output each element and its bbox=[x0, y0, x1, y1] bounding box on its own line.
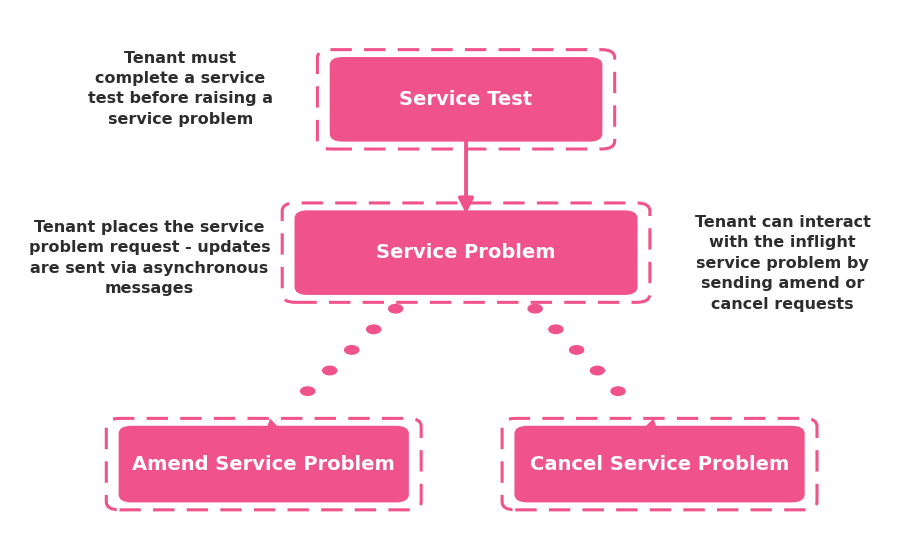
FancyBboxPatch shape bbox=[295, 211, 638, 295]
Text: Service Problem: Service Problem bbox=[377, 243, 556, 262]
Text: Service Test: Service Test bbox=[399, 90, 532, 109]
Circle shape bbox=[323, 366, 337, 375]
Circle shape bbox=[611, 387, 625, 395]
Text: Tenant can interact
with the inflight
service problem by
sending amend or
cancel: Tenant can interact with the inflight se… bbox=[694, 215, 871, 311]
Circle shape bbox=[591, 366, 604, 375]
Text: Tenant places the service
problem request - updates
are sent via asynchronous
me: Tenant places the service problem reques… bbox=[28, 220, 270, 296]
Text: Tenant must
complete a service
test before raising a
service problem: Tenant must complete a service test befo… bbox=[87, 50, 273, 127]
Circle shape bbox=[367, 325, 380, 333]
FancyBboxPatch shape bbox=[329, 57, 602, 142]
FancyBboxPatch shape bbox=[514, 426, 804, 503]
Circle shape bbox=[410, 284, 425, 292]
Text: Amend Service Problem: Amend Service Problem bbox=[132, 455, 395, 474]
Circle shape bbox=[508, 284, 521, 292]
Circle shape bbox=[300, 387, 315, 395]
Circle shape bbox=[345, 346, 359, 354]
Text: Cancel Service Problem: Cancel Service Problem bbox=[530, 455, 789, 474]
FancyBboxPatch shape bbox=[118, 426, 409, 503]
Circle shape bbox=[528, 304, 542, 313]
Circle shape bbox=[389, 304, 403, 313]
Circle shape bbox=[570, 346, 583, 354]
Circle shape bbox=[549, 325, 563, 333]
